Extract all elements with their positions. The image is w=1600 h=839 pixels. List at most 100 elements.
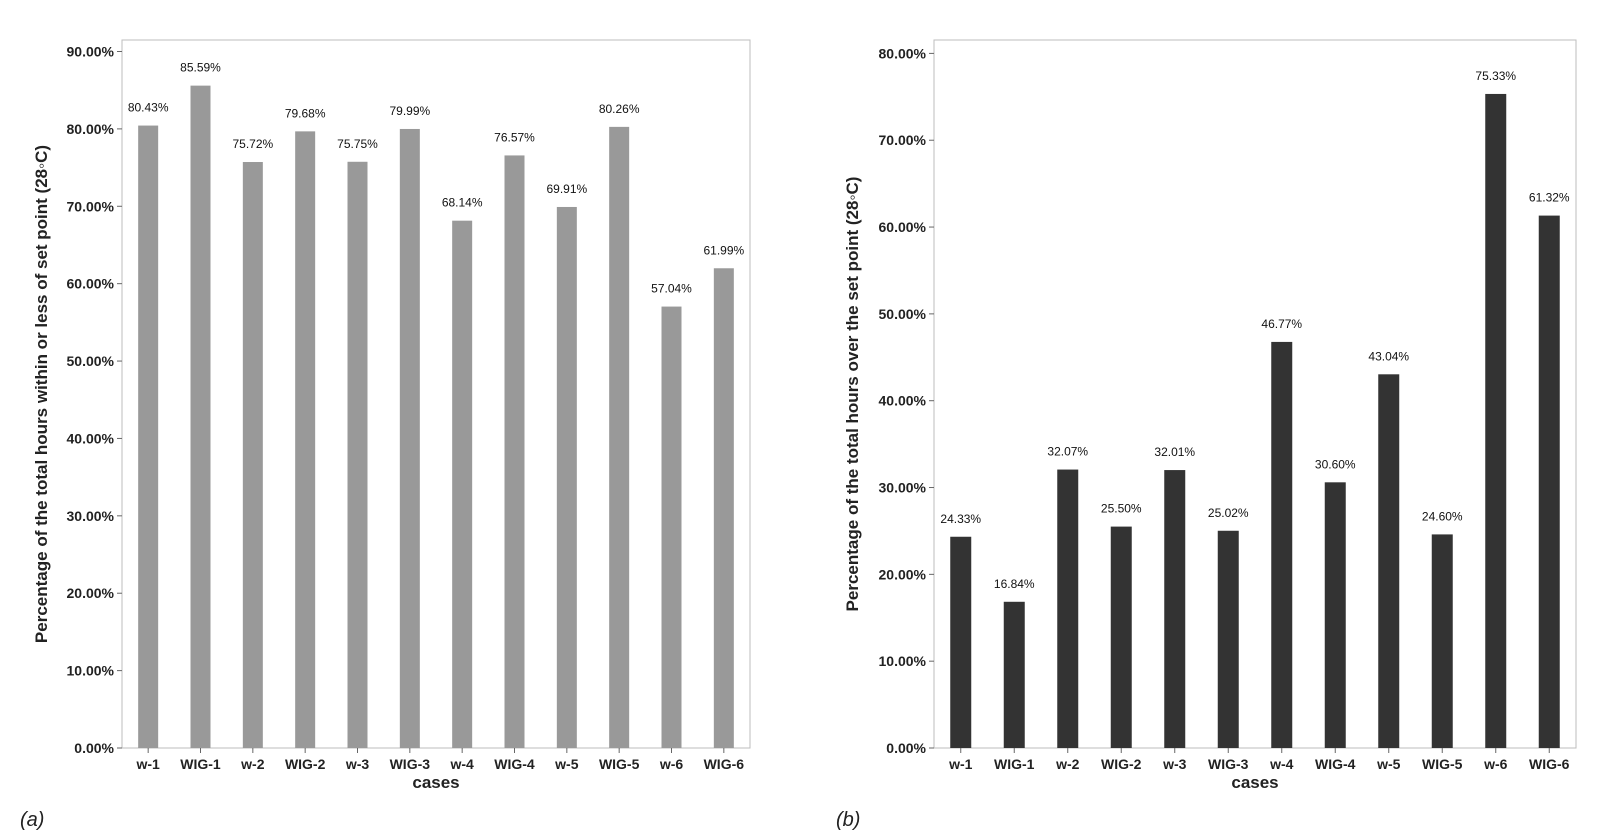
data-label: 32.07%	[1047, 445, 1088, 459]
bar	[1431, 534, 1453, 748]
x-tick-label: w-4	[1269, 756, 1294, 772]
bar	[1164, 470, 1186, 748]
y-tick-label: 70.00%	[879, 132, 927, 148]
bar	[399, 128, 420, 748]
x-tick-label: w-6	[659, 756, 684, 772]
panel-a-x-axis-label: cases	[412, 773, 459, 792]
bar	[504, 155, 525, 748]
data-label: 69.91%	[546, 182, 587, 196]
y-tick-label: 10.00%	[879, 653, 927, 669]
y-tick-label: 0.00%	[886, 740, 926, 756]
panel-b-x-axis-label: cases	[1231, 773, 1278, 792]
y-tick-label: 40.00%	[879, 393, 927, 409]
x-tick-label: WIG-6	[704, 756, 745, 772]
bar	[190, 85, 211, 749]
data-label: 61.32%	[1529, 191, 1570, 205]
y-tick-label: 30.00%	[67, 508, 115, 524]
bar	[713, 268, 734, 748]
y-tick-label: 80.00%	[879, 45, 927, 61]
y-tick-label: 50.00%	[879, 306, 927, 322]
bar	[661, 306, 682, 748]
panel-a-label: (a)	[20, 809, 44, 831]
panel-a-x-ticks: w-1 WIG-1 w-2 WIG-2 w-3 WIG-3 w-4 WIG-4 w-5 WIG-5…	[135, 748, 744, 772]
x-tick-label: WIG-3	[390, 756, 431, 772]
panel-b-bars	[950, 93, 1560, 749]
data-label: 24.60%	[1422, 509, 1463, 523]
x-tick-label: WIG-5	[599, 756, 640, 772]
data-label: 43.04%	[1368, 349, 1409, 363]
panel-a-plot-frame	[121, 39, 751, 749]
y-tick-label: 70.00%	[67, 198, 115, 214]
bar	[452, 220, 473, 748]
data-label: 79.68%	[285, 106, 326, 120]
bar	[1217, 530, 1239, 748]
x-tick-label: w-4	[449, 756, 474, 772]
x-tick-label: w-2	[240, 756, 265, 772]
x-tick-label: WIG-1	[994, 756, 1035, 772]
data-label: 16.84%	[994, 577, 1035, 591]
y-tick-label: 90.00%	[67, 44, 115, 60]
panel-a-y-axis-label: Percentage of the total hours within or …	[32, 145, 51, 643]
data-label: 79.99%	[389, 104, 430, 118]
bar	[1538, 215, 1560, 748]
panel-b-x-ticks: w-1 WIG-1 w-2 WIG-2 w-3 WIG-3 w-4 WIG-4 w-5 WIG-5…	[948, 748, 1570, 772]
bar	[1003, 601, 1025, 748]
data-label: 24.33%	[940, 512, 981, 526]
x-tick-label: w-2	[1055, 756, 1080, 772]
y-tick-label: 80.00%	[67, 121, 115, 137]
x-tick-label: WIG-1	[180, 756, 221, 772]
y-tick-label: 60.00%	[879, 219, 927, 235]
data-label: 25.02%	[1208, 506, 1249, 520]
bar	[1271, 341, 1293, 748]
bar	[1324, 482, 1346, 748]
data-label: 80.43%	[128, 101, 169, 115]
bar	[1485, 93, 1507, 749]
panel-a-data-labels: 80.43% 85.59% 75.72% 79.68% 75.75% 79.99% 68.1…	[128, 61, 745, 296]
data-label: 76.57%	[494, 130, 535, 144]
panel-b: 0.00% 10.00% 20.00% 30.00% 40.00% 50.00% 60.00…	[836, 39, 1577, 831]
panel-b-plot-frame	[933, 39, 1577, 749]
x-tick-label: WIG-4	[494, 756, 535, 772]
data-label: 46.77%	[1261, 317, 1302, 331]
data-label: 30.60%	[1315, 457, 1356, 471]
bar	[609, 126, 630, 749]
panel-b-y-ticks: 0.00% 10.00% 20.00% 30.00% 40.00% 50.00% 60.00…	[879, 45, 934, 756]
data-label: 75.75%	[337, 137, 378, 151]
bar	[950, 536, 972, 748]
x-tick-label: w-1	[135, 756, 160, 772]
data-label: 75.72%	[232, 137, 273, 151]
data-label: 68.14%	[442, 196, 483, 210]
data-label: 85.59%	[180, 61, 221, 75]
x-tick-label: WIG-3	[1208, 756, 1249, 772]
y-tick-label: 30.00%	[879, 480, 927, 496]
x-tick-label: WIG-5	[1422, 756, 1463, 772]
bar	[556, 206, 577, 749]
data-label: 75.33%	[1475, 69, 1516, 83]
data-label: 25.50%	[1101, 502, 1142, 516]
y-tick-label: 20.00%	[67, 585, 115, 601]
data-label: 32.01%	[1154, 445, 1195, 459]
x-tick-label: WIG-4	[1315, 756, 1356, 772]
y-tick-label: 50.00%	[67, 353, 115, 369]
bar	[347, 161, 368, 748]
x-tick-label: WIG-2	[285, 756, 326, 772]
panel-a-bars	[138, 85, 734, 749]
bar	[1378, 374, 1400, 748]
x-tick-label: w-5	[1376, 756, 1401, 772]
x-tick-label: WIG-2	[1101, 756, 1142, 772]
x-tick-label: w-5	[554, 756, 579, 772]
panel-b-label: (b)	[836, 809, 860, 831]
bar	[1110, 526, 1132, 748]
y-tick-label: 0.00%	[74, 740, 114, 756]
x-tick-label: w-1	[948, 756, 973, 772]
x-tick-label: w-3	[1162, 756, 1187, 772]
bar	[1057, 469, 1079, 748]
y-tick-label: 10.00%	[67, 663, 115, 679]
panel-a-y-ticks: 0.00% 10.00% 20.00% 30.00% 40.00% 50.00% 60.00…	[67, 44, 122, 756]
y-tick-label: 20.00%	[879, 566, 927, 582]
panel-b-data-labels: 24.33% 16.84% 32.07% 25.50% 32.01% 25.02% 46.7…	[940, 69, 1570, 591]
data-label: 80.26%	[599, 102, 640, 116]
bar	[242, 162, 263, 748]
data-label: 57.04%	[651, 282, 692, 296]
